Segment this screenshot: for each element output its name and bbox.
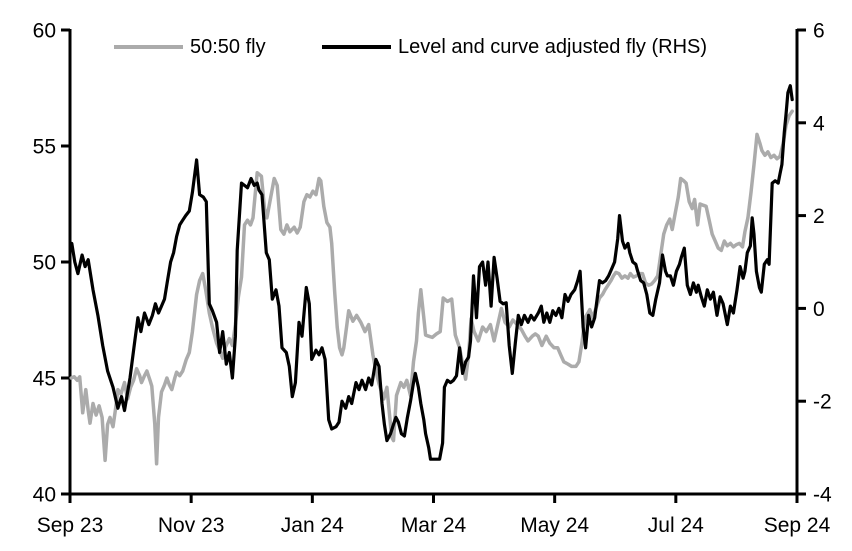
x-axis-tick-label: Sep 23 bbox=[37, 514, 104, 537]
right-axis-tick-label: 0 bbox=[813, 298, 825, 321]
left-axis-tick-label: 60 bbox=[33, 20, 56, 43]
x-axis-tick-label: Nov 23 bbox=[158, 514, 225, 537]
legend-item-level-curve-adjusted-fly: Level and curve adjusted fly (RHS) bbox=[322, 36, 707, 58]
x-axis-tick-label: Jan 24 bbox=[281, 514, 344, 537]
legend-label-level-curve-adjusted-fly: Level and curve adjusted fly (RHS) bbox=[398, 36, 708, 58]
legend-label-5050-fly: 50:50 fly bbox=[190, 36, 266, 58]
x-axis-tick-label: May 24 bbox=[520, 514, 589, 537]
left-axis-tick-label: 40 bbox=[33, 484, 56, 507]
left-axis-tick-label: 45 bbox=[33, 368, 56, 391]
legend-swatch-gray-line bbox=[114, 45, 183, 49]
legend-swatch-black-line bbox=[322, 45, 391, 49]
right-axis-tick-label: -2 bbox=[813, 391, 832, 414]
fifty-fifty-fly-series-line bbox=[69, 109, 794, 466]
legend-item-5050-fly: 50:50 fly bbox=[114, 36, 266, 58]
x-axis-tick-label: Mar 24 bbox=[401, 514, 467, 537]
left-axis-tick-label: 50 bbox=[33, 252, 56, 275]
right-axis-tick-label: 6 bbox=[813, 20, 825, 43]
x-axis-tick-label: Sep 24 bbox=[764, 514, 831, 537]
right-axis-tick-label: 2 bbox=[813, 205, 825, 228]
level-curve-adjusted-fly-series-line bbox=[69, 84, 794, 461]
right-axis-tick-label: -4 bbox=[813, 484, 832, 507]
left-axis-tick-label: 55 bbox=[33, 136, 56, 159]
right-axis-tick-label: 4 bbox=[813, 112, 825, 135]
x-axis-tick-label: Jul 24 bbox=[648, 514, 704, 537]
